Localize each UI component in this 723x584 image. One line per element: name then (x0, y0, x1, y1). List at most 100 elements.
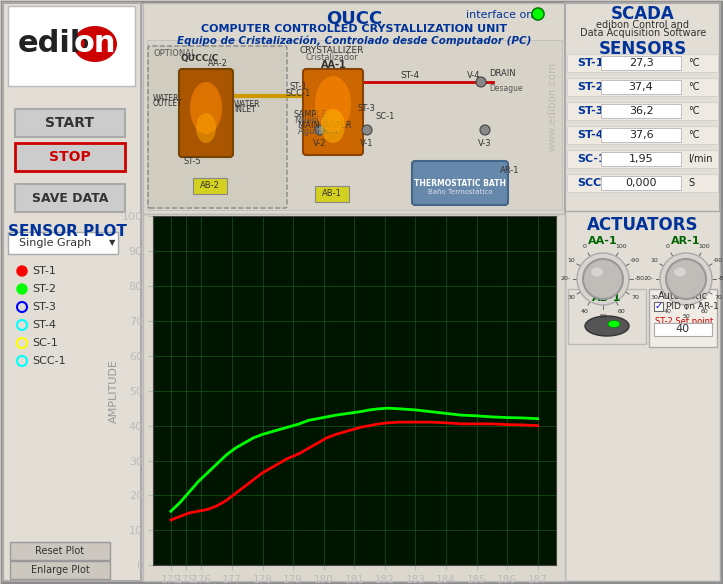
Circle shape (315, 125, 325, 135)
Circle shape (362, 125, 372, 135)
Y-axis label: AMPLITUDE: AMPLITUDE (109, 359, 119, 423)
Bar (567, 54, 718, 72)
Text: Enlarge Plot: Enlarge Plot (30, 565, 90, 575)
Text: WATER: WATER (153, 94, 179, 103)
Text: STOP: STOP (49, 150, 91, 164)
Bar (567, 78, 718, 96)
Text: 50: 50 (599, 314, 607, 318)
Text: on: on (74, 30, 116, 58)
Ellipse shape (321, 109, 345, 143)
Text: ST-4: ST-4 (400, 71, 419, 80)
FancyBboxPatch shape (412, 161, 508, 205)
Text: edibon Control and: edibon Control and (596, 20, 690, 30)
Text: Muestra: Muestra (294, 116, 328, 125)
Text: 20-: 20- (644, 276, 654, 281)
FancyBboxPatch shape (303, 69, 363, 155)
Bar (3, 3, 141, 581)
Text: SCC-1: SCC-1 (32, 356, 66, 366)
Text: MAIN WATER: MAIN WATER (298, 121, 351, 130)
Text: SC-1: SC-1 (577, 154, 606, 164)
Text: INLET: INLET (234, 105, 256, 114)
Bar (565, 3, 720, 581)
Text: ACTUATORS: ACTUATORS (587, 216, 698, 234)
Text: °C: °C (688, 58, 699, 68)
Ellipse shape (190, 82, 222, 134)
Text: SAMPLE: SAMPLE (294, 110, 328, 119)
Text: ST-4: ST-4 (577, 130, 604, 140)
Text: QUCC/C: QUCC/C (181, 54, 219, 63)
Text: 100: 100 (616, 245, 628, 249)
Text: ✓: ✓ (654, 301, 662, 311)
Text: 0,000: 0,000 (625, 178, 656, 188)
Ellipse shape (196, 113, 216, 143)
Text: 20-: 20- (561, 276, 571, 281)
Bar (565, 211, 720, 581)
Text: 40: 40 (581, 308, 589, 314)
Text: THERMOSTATIC BATH: THERMOSTATIC BATH (414, 179, 506, 189)
Ellipse shape (585, 316, 629, 336)
Text: ST-1: ST-1 (290, 82, 308, 91)
Bar (601, 56, 681, 70)
Text: SENSOR PLOT: SENSOR PLOT (8, 224, 127, 239)
Text: ST-2 Set point: ST-2 Set point (655, 317, 714, 325)
Bar (10, 542, 110, 560)
Text: OUTLET: OUTLET (153, 99, 183, 108)
Bar (601, 80, 681, 94)
Text: ST-3: ST-3 (32, 302, 56, 312)
Bar (649, 289, 717, 347)
Text: 40: 40 (676, 325, 690, 335)
Text: SCC-1: SCC-1 (577, 178, 614, 188)
Text: Data Acquisition Software: Data Acquisition Software (580, 28, 706, 38)
Text: ST-2: ST-2 (577, 82, 604, 92)
Text: ▼: ▼ (108, 238, 115, 248)
Text: ST-1: ST-1 (32, 266, 56, 276)
Text: OPTIONAL: OPTIONAL (153, 49, 196, 58)
Text: SCADA: SCADA (611, 5, 675, 23)
Text: 50: 50 (682, 314, 690, 318)
Text: Baño Termostático: Baño Termostático (428, 189, 492, 195)
Bar (15, 184, 125, 212)
Bar (654, 302, 663, 311)
Text: °C: °C (688, 106, 699, 116)
Text: 100: 100 (698, 245, 710, 249)
Text: 10: 10 (567, 258, 575, 263)
Circle shape (17, 266, 27, 276)
Text: 37,6: 37,6 (629, 130, 654, 140)
Text: www.edibon.com: www.edibon.com (548, 61, 558, 151)
Text: ST-2: ST-2 (456, 164, 475, 173)
Text: SAVE DATA: SAVE DATA (32, 192, 108, 204)
Text: Agua Fria: Agua Fria (298, 127, 338, 136)
Ellipse shape (73, 26, 117, 62)
Text: ST-1: ST-1 (577, 58, 604, 68)
Text: COMPUTER CONTROLLED CRYSTALLIZATION UNIT: COMPUTER CONTROLLED CRYSTALLIZATION UNIT (201, 24, 507, 34)
Text: Desague: Desague (489, 84, 523, 93)
Bar (315, 186, 349, 202)
Text: 60: 60 (701, 308, 709, 314)
Text: -80: -80 (635, 276, 645, 281)
Bar (193, 178, 227, 194)
Text: -90: -90 (630, 258, 640, 263)
Text: AA-1: AA-1 (589, 236, 618, 246)
Bar (567, 126, 718, 144)
Text: Cristalizador: Cristalizador (306, 53, 359, 62)
Circle shape (583, 259, 623, 299)
Text: 10: 10 (650, 258, 658, 263)
Bar (8, 232, 118, 254)
Bar (601, 104, 681, 118)
Text: SC-1: SC-1 (375, 112, 394, 121)
Text: AB-2: AB-2 (200, 182, 220, 190)
Bar (567, 102, 718, 120)
Text: AR-1: AR-1 (671, 236, 701, 246)
Bar (567, 174, 718, 192)
Bar (15, 143, 125, 171)
Circle shape (480, 125, 490, 135)
Text: QUCC: QUCC (326, 10, 382, 28)
Bar (10, 561, 110, 579)
Bar (567, 150, 718, 168)
Circle shape (476, 77, 486, 87)
Text: 30: 30 (650, 295, 658, 300)
Text: -90: -90 (713, 258, 723, 263)
Bar (143, 214, 565, 581)
Text: interface on?: interface on? (466, 10, 539, 20)
Bar (8, 6, 135, 86)
